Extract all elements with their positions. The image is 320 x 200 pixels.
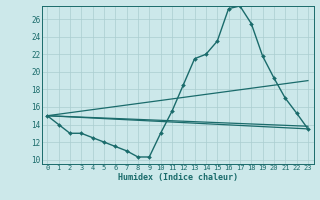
X-axis label: Humidex (Indice chaleur): Humidex (Indice chaleur) (118, 173, 237, 182)
